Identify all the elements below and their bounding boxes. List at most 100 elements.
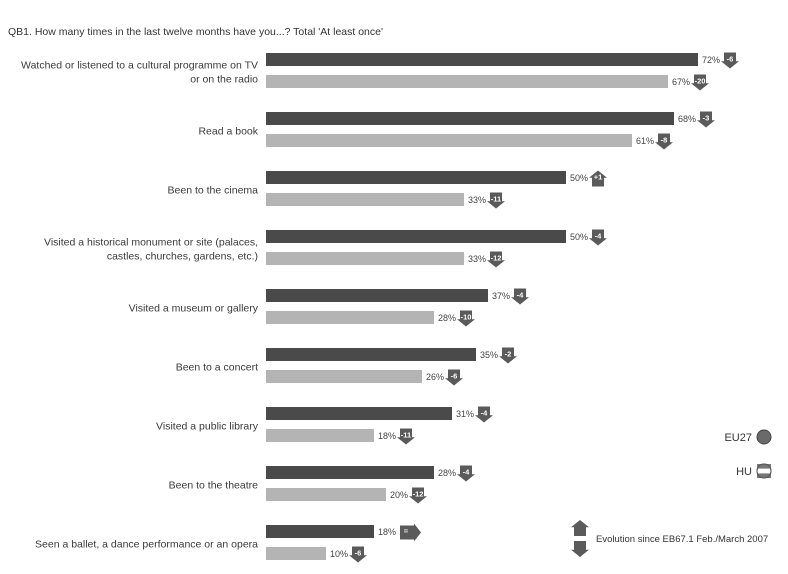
eu27-bar bbox=[266, 112, 674, 125]
category-label: Read a book bbox=[198, 126, 258, 138]
value-label: 18% bbox=[378, 431, 396, 441]
hu-bar bbox=[266, 429, 374, 442]
eu27-bar bbox=[266, 289, 488, 302]
evolution-label: -4 bbox=[463, 468, 470, 477]
value-label: 28% bbox=[438, 313, 456, 323]
category-label: Visited a public library bbox=[156, 421, 259, 433]
hu-bar bbox=[266, 134, 632, 147]
evolution-label: -4 bbox=[481, 409, 488, 418]
evolution-label: -11 bbox=[491, 195, 501, 204]
evolution-label: -6 bbox=[451, 372, 458, 381]
category-label: Been to the theatre bbox=[169, 480, 258, 492]
value-label: 20% bbox=[390, 490, 408, 500]
eu27-bar bbox=[266, 525, 374, 538]
evolution-note: Evolution since EB67.1 Feb./March 2007 bbox=[596, 534, 768, 545]
arrow-down-icon bbox=[691, 74, 709, 91]
arrow-down-icon bbox=[499, 347, 517, 364]
arrow-down-icon bbox=[697, 111, 715, 128]
evolution-label: -6 bbox=[727, 55, 734, 64]
category-label-line: Been to a concert bbox=[176, 362, 258, 374]
hu-bar bbox=[266, 252, 464, 265]
arrow-down-icon bbox=[457, 310, 475, 327]
category-label-line: Read a book bbox=[198, 126, 258, 138]
arrow-down-icon bbox=[511, 288, 529, 305]
arrow-down-icon bbox=[571, 541, 589, 557]
hu-flag-icon bbox=[756, 463, 772, 479]
eu27-bar bbox=[266, 171, 566, 184]
hu-bar bbox=[266, 547, 326, 560]
arrow-down-icon bbox=[397, 428, 415, 445]
category-label-line: Watched or listened to a cultural progra… bbox=[21, 60, 258, 72]
category-label-line: Seen a ballet, a dance performance or an… bbox=[35, 539, 258, 551]
category-label-line: castles, churches, gardens, etc.) bbox=[107, 251, 258, 263]
eu27-bar bbox=[266, 348, 476, 361]
evolution-label: -4 bbox=[595, 232, 602, 241]
chart-title: QB1. How many times in the last twelve m… bbox=[8, 26, 383, 38]
evolution-label: -11 bbox=[401, 431, 411, 440]
arrow-down-icon bbox=[721, 52, 739, 69]
value-label: 31% bbox=[456, 409, 474, 419]
evolution-label: -6 bbox=[355, 549, 362, 558]
legend-label: HU bbox=[736, 466, 752, 478]
category-label: Visited a museum or gallery bbox=[129, 303, 259, 315]
value-label: 33% bbox=[468, 195, 486, 205]
value-label: 26% bbox=[426, 372, 444, 382]
value-label: 50% bbox=[570, 173, 588, 183]
evolution-label: -4 bbox=[517, 291, 524, 300]
eu27-bar bbox=[266, 407, 452, 420]
value-label: 35% bbox=[480, 350, 498, 360]
category-label-line: Been to the cinema bbox=[168, 185, 259, 197]
value-label: 61% bbox=[636, 136, 654, 146]
value-label: 50% bbox=[570, 232, 588, 242]
value-label: 37% bbox=[492, 291, 510, 301]
arrow-right-icon bbox=[400, 523, 421, 542]
category-label-line: Visited a public library bbox=[156, 421, 259, 433]
arrow-down-icon bbox=[589, 229, 607, 246]
category-label: Visited a historical monument or site (p… bbox=[44, 237, 258, 263]
arrow-down-icon bbox=[487, 192, 505, 209]
evolution-label: -12 bbox=[413, 490, 424, 499]
value-label: 10% bbox=[330, 549, 348, 559]
value-label: 33% bbox=[468, 254, 486, 264]
arrow-down-icon bbox=[475, 406, 493, 423]
legend: EU27 HU bbox=[724, 429, 772, 479]
eu27-bar bbox=[266, 53, 698, 66]
evolution-label: -12 bbox=[491, 254, 502, 263]
value-label: 68% bbox=[678, 114, 696, 124]
evolution-label: +1 bbox=[594, 173, 603, 182]
eu27-bar bbox=[266, 230, 566, 243]
evolution-label: = bbox=[404, 527, 409, 536]
eu-flag-icon bbox=[756, 429, 772, 445]
arrow-down-icon bbox=[409, 487, 427, 504]
hu-bar bbox=[266, 370, 422, 383]
arrow-down-icon bbox=[457, 465, 475, 482]
hu-bar bbox=[266, 488, 386, 501]
value-label: 28% bbox=[438, 468, 456, 478]
hu-bar bbox=[266, 193, 464, 206]
hu-bar bbox=[266, 311, 434, 324]
evolution-label: -3 bbox=[703, 114, 710, 123]
evolution-label: -8 bbox=[661, 136, 668, 145]
value-label: 18% bbox=[378, 527, 396, 537]
arrow-down-icon bbox=[349, 546, 367, 563]
arrow-down-icon bbox=[445, 369, 463, 386]
category-label-line: Been to the theatre bbox=[169, 480, 258, 492]
value-label: 67% bbox=[672, 77, 690, 87]
value-label: 72% bbox=[702, 55, 720, 65]
category-label-line: Visited a museum or gallery bbox=[129, 303, 259, 315]
category-label-line: or on the radio bbox=[190, 74, 258, 86]
hu-bar bbox=[266, 75, 668, 88]
category-label: Watched or listened to a cultural progra… bbox=[21, 60, 258, 86]
arrow-up-icon bbox=[571, 520, 589, 536]
arrow-down-icon bbox=[655, 133, 673, 150]
bars-layer: Watched or listened to a cultural progra… bbox=[21, 52, 739, 563]
evolution-label: -10 bbox=[461, 313, 472, 322]
category-label: Seen a ballet, a dance performance or an… bbox=[35, 539, 258, 551]
evolution-label: -2 bbox=[505, 350, 512, 359]
evolution-label: -20 bbox=[695, 77, 706, 86]
category-label-line: Visited a historical monument or site (p… bbox=[44, 237, 258, 249]
arrow-up-icon bbox=[589, 170, 607, 187]
evolution-key: Evolution since EB67.1 Feb./March 2007 bbox=[571, 520, 768, 557]
category-label: Been to a concert bbox=[176, 362, 258, 374]
